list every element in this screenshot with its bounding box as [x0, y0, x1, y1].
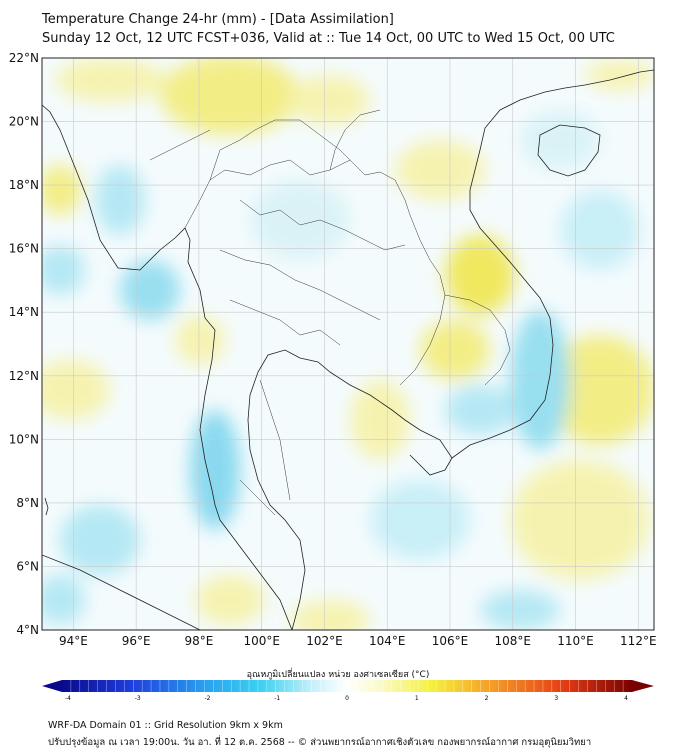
- lat-tick-label: 18°N: [9, 178, 39, 192]
- colorbar-tick-label: -3: [135, 695, 141, 700]
- coastline-myanmar: [42, 104, 216, 331]
- coastline-gulf: [247, 349, 453, 630]
- forecast-map: 22°N 20°N 18°N 16°N 14°N 12°N 10°N 8°N 6°N 4°N 94…: [9, 51, 657, 700]
- lon-tick-label: 108°E: [495, 634, 532, 648]
- lon-tick-label: 96°E: [122, 634, 151, 648]
- coastline-china: [564, 69, 654, 89]
- lon-tick-label: 112°E: [620, 634, 657, 648]
- colorbar-title: อุณหภูมิเปลี่ยนแปลง หน่วย องศาเซลเซียส (…: [246, 670, 430, 680]
- coastline-sumatra: [42, 554, 201, 630]
- lon-tick-label: 98°E: [184, 634, 213, 648]
- coastlines: [42, 69, 654, 630]
- lon-tick-label: 94°E: [59, 634, 88, 648]
- map-title: Temperature Change 24-hr (mm) - [Data As…: [42, 12, 394, 27]
- coastline-hainan: [537, 124, 601, 177]
- lon-tick-label: 110°E: [557, 634, 594, 648]
- lat-tick-label: 12°N: [9, 369, 39, 383]
- colorbar: -4 -3 -2 -1 0 1 2 3 4: [42, 680, 654, 700]
- lat-tick-label: 6°N: [16, 559, 39, 573]
- lat-tick-label: 16°N: [9, 242, 39, 256]
- lat-tick-label: 8°N: [16, 496, 39, 510]
- map-subtitle: Sunday 12 Oct, 12 UTC FCST+036, Valid at…: [42, 31, 615, 46]
- footer-domain-info: WRF-DA Domain 01 :: Grid Resolution 9km …: [48, 720, 283, 731]
- lon-tick-label: 106°E: [432, 634, 469, 648]
- colorbar-tick-label: 4: [624, 695, 628, 700]
- coastline-peninsula-west: [199, 329, 293, 630]
- colorbar-min-arrow: [42, 680, 62, 692]
- colorbar-tick-label: -1: [274, 695, 280, 700]
- plot-frame: [41, 57, 655, 631]
- colorbar-max-arrow: [632, 680, 654, 692]
- colorbar-tick-label: 2: [485, 695, 489, 700]
- colorbar-tick-label: 0: [345, 695, 349, 700]
- colorbar-tick-label: 1: [415, 695, 419, 700]
- lat-tick-label: 20°N: [9, 115, 39, 129]
- country-borders: [149, 109, 511, 516]
- lon-tick-label: 102°E: [306, 634, 343, 648]
- footer-credit: ปรับปรุงข้อมูล ณ เวลา 19:00น. วัน อา. ที…: [48, 737, 592, 748]
- lon-tick-label: 104°E: [369, 634, 406, 648]
- colorbar-tick-label: 3: [554, 695, 558, 700]
- colorbar-tick-label: -2: [205, 695, 211, 700]
- lat-tick-label: 22°N: [9, 51, 39, 65]
- longitude-axis: 94°E 96°E 98°E 100°E 102°E 104°E 106°E 108°E 110…: [59, 634, 657, 648]
- lon-tick-label: 100°E: [243, 634, 280, 648]
- lat-tick-label: 4°N: [16, 623, 39, 637]
- lat-tick-label: 14°N: [9, 305, 39, 319]
- temperature-field: [42, 58, 654, 630]
- coastline-vietnam: [451, 87, 566, 459]
- latitude-axis: 22°N 20°N 18°N 16°N 14°N 12°N 10°N 8°N 6°N 4°N: [9, 51, 39, 637]
- colorbar-tick-label: -4: [65, 695, 71, 700]
- lat-tick-label: 10°N: [9, 432, 39, 446]
